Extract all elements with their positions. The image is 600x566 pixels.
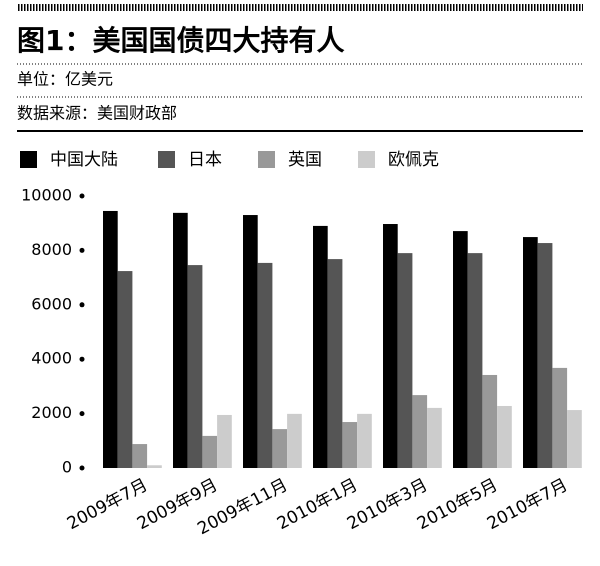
bar — [243, 215, 258, 468]
bar — [552, 367, 568, 468]
bar — [567, 410, 582, 468]
bar — [412, 395, 428, 468]
bar — [257, 262, 273, 468]
bar — [202, 435, 218, 468]
tick-mark — [79, 302, 85, 308]
legend-label: 英国 — [288, 150, 322, 170]
legend-label: 日本 — [188, 150, 222, 170]
y-tick-label: 8000 — [31, 240, 72, 259]
bar — [147, 465, 162, 468]
header-stripe — [17, 4, 583, 11]
bar — [467, 253, 483, 468]
source-note: 数据来源：美国财政部 — [17, 104, 177, 123]
bar — [397, 253, 413, 468]
tick-mark — [79, 465, 85, 471]
bar — [187, 265, 203, 468]
legend-swatch — [258, 151, 275, 168]
bar — [173, 212, 188, 468]
bar — [537, 243, 553, 468]
bar — [523, 237, 538, 468]
tick-mark — [79, 247, 85, 253]
bar — [287, 413, 302, 468]
chart-title: 图1：美国国债四大持有人 — [17, 24, 344, 57]
y-tick-label: 6000 — [31, 294, 72, 313]
bar — [313, 225, 328, 468]
legend-label: 中国大陆 — [50, 150, 118, 170]
y-tick-label: 2000 — [31, 403, 72, 422]
unit-note: 单位：亿美元 — [17, 70, 113, 89]
bar — [383, 224, 398, 468]
bar — [103, 210, 118, 468]
bar — [117, 271, 133, 468]
bar — [217, 414, 232, 468]
y-tick-label: 0 — [62, 458, 72, 477]
tick-mark — [79, 411, 85, 417]
tick-mark — [79, 193, 85, 199]
bar — [427, 407, 442, 468]
y-tick-label: 4000 — [31, 349, 72, 368]
bar — [272, 429, 288, 468]
legend-swatch — [20, 151, 37, 168]
bar — [497, 405, 512, 468]
tick-mark — [79, 356, 85, 362]
legend-swatch — [158, 151, 175, 168]
bar — [453, 231, 468, 468]
y-tick-label: 10000 — [21, 186, 72, 205]
bar — [327, 259, 343, 468]
bar — [482, 374, 498, 468]
x-tick-label: 2010年7月 — [484, 475, 571, 534]
bar — [357, 413, 372, 468]
bar — [132, 444, 148, 468]
bar — [342, 422, 358, 468]
legend-label: 欧佩克 — [388, 150, 439, 170]
legend-swatch — [358, 151, 375, 168]
